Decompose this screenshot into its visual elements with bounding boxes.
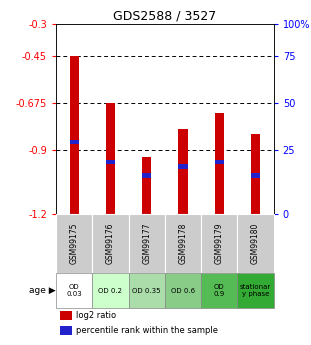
Text: GSM99179: GSM99179 [215,223,224,264]
Bar [165,214,201,273]
Bar [237,214,274,273]
Bar [60,311,72,320]
Text: GSM99176: GSM99176 [106,223,115,264]
Bar [60,326,72,335]
Bar [70,56,79,214]
Bar [128,214,165,273]
Bar [142,157,151,214]
Bar [201,214,237,273]
Text: OD 0.6: OD 0.6 [171,288,195,294]
Text: log2 ratio: log2 ratio [76,311,116,320]
Bar [251,174,260,178]
Text: GSM99178: GSM99178 [179,223,188,264]
Text: GSM99177: GSM99177 [142,223,151,264]
Bar [142,174,151,178]
Bar [179,164,188,169]
Text: OD 0.2: OD 0.2 [98,288,123,294]
Bar [92,214,128,273]
Bar [215,112,224,214]
Text: OD
0.9: OD 0.9 [214,284,225,297]
Bar [92,273,128,308]
Bar [215,160,224,164]
Title: GDS2588 / 3527: GDS2588 / 3527 [113,10,216,23]
Bar [128,273,165,308]
Bar [106,160,115,164]
Bar [106,103,115,214]
Text: stationar
y phase: stationar y phase [240,284,271,297]
Text: GSM99175: GSM99175 [70,223,79,264]
Bar [165,273,201,308]
Text: age ▶: age ▶ [29,286,55,295]
Bar [251,134,260,214]
Bar [179,129,188,214]
Bar [237,273,274,308]
Text: GSM99180: GSM99180 [251,223,260,264]
Text: OD
0.03: OD 0.03 [66,284,82,297]
Bar [56,214,92,273]
Bar [70,140,79,144]
Bar [201,273,237,308]
Bar [56,273,92,308]
Text: OD 0.35: OD 0.35 [132,288,161,294]
Text: percentile rank within the sample: percentile rank within the sample [76,326,218,335]
